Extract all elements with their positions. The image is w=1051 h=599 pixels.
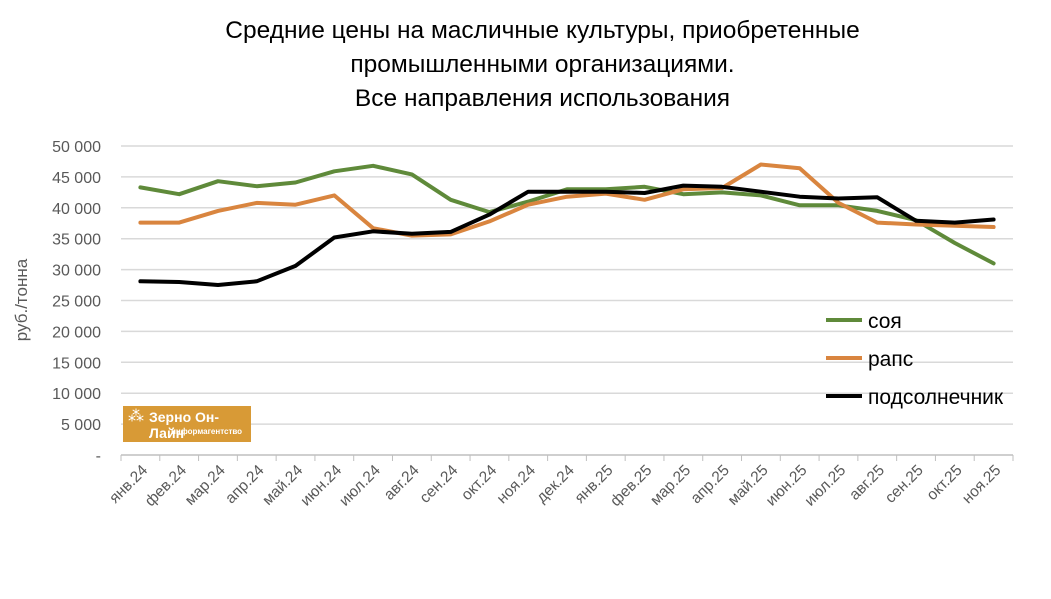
x-tick-label: окт.25	[924, 462, 966, 504]
y-tick-label: -	[96, 448, 101, 465]
legend-label: соя	[868, 310, 902, 333]
y-tick-label: 50 000	[52, 139, 101, 156]
x-tick-label: ноя.24	[494, 462, 540, 508]
y-tick-label: 45 000	[52, 170, 101, 187]
x-tick-label: дек.24	[533, 462, 578, 507]
title-line-2: промышленными организациями.	[350, 51, 735, 78]
chart-title: Средние цены на масличные культуры, прио…	[0, 14, 1051, 116]
y-tick-label: 40 000	[52, 201, 101, 218]
y-tick-label: 10 000	[52, 386, 101, 403]
y-tick-label: 15 000	[52, 355, 101, 372]
y-tick-label: 30 000	[52, 263, 101, 280]
zerno-online-logo: ⁂ Зерно Он-Лайн информагентство	[123, 406, 251, 442]
series-line-0	[138, 163, 996, 266]
x-tick-label: апр.25	[688, 462, 733, 507]
x-tick-label: авг.25	[846, 462, 888, 504]
x-tick-label: авг.24	[381, 462, 423, 504]
x-tick-label: май.24	[259, 462, 306, 509]
x-tick-label: фев.25	[607, 462, 655, 510]
legend-label: рапс	[868, 348, 913, 371]
x-tick-label: мар.24	[182, 462, 229, 509]
x-tick-label: сен.25	[882, 462, 927, 507]
logo-name: Зерно Он-Лайн	[149, 409, 220, 441]
logo-subtitle: информагентство	[171, 427, 243, 436]
legend-label: подсолнечник	[868, 386, 1004, 409]
x-tick-label: май.25	[725, 462, 772, 509]
y-tick-label: 20 000	[52, 324, 101, 341]
x-tick-label: окт.24	[458, 462, 500, 504]
x-tick-label: апр.24	[222, 462, 268, 508]
x-tick-label: июн.24	[297, 462, 345, 510]
y-axis-label: руб./тонна	[12, 258, 31, 341]
series-line-2	[138, 183, 996, 287]
grain-icon: ⁂	[128, 408, 144, 425]
x-tick-label: фев.24	[142, 462, 190, 510]
y-tick-label: 35 000	[52, 232, 101, 249]
y-tick-label: 5 000	[61, 417, 101, 434]
title-line-3: Все направления использования	[354, 85, 731, 112]
x-tick-label: сен.24	[417, 462, 462, 507]
series-line-1	[138, 162, 996, 238]
x-tick-label: ноя.25	[959, 462, 1004, 507]
x-tick-label: июл.25	[802, 462, 850, 510]
y-tick-label: 25 000	[52, 294, 101, 311]
title-line-1: Средние цены на масличные культуры, прио…	[225, 17, 860, 44]
x-tick-label: июн.25	[763, 462, 811, 510]
x-tick-label: июл.24	[336, 462, 384, 510]
x-tick-label: мар.25	[647, 462, 694, 509]
